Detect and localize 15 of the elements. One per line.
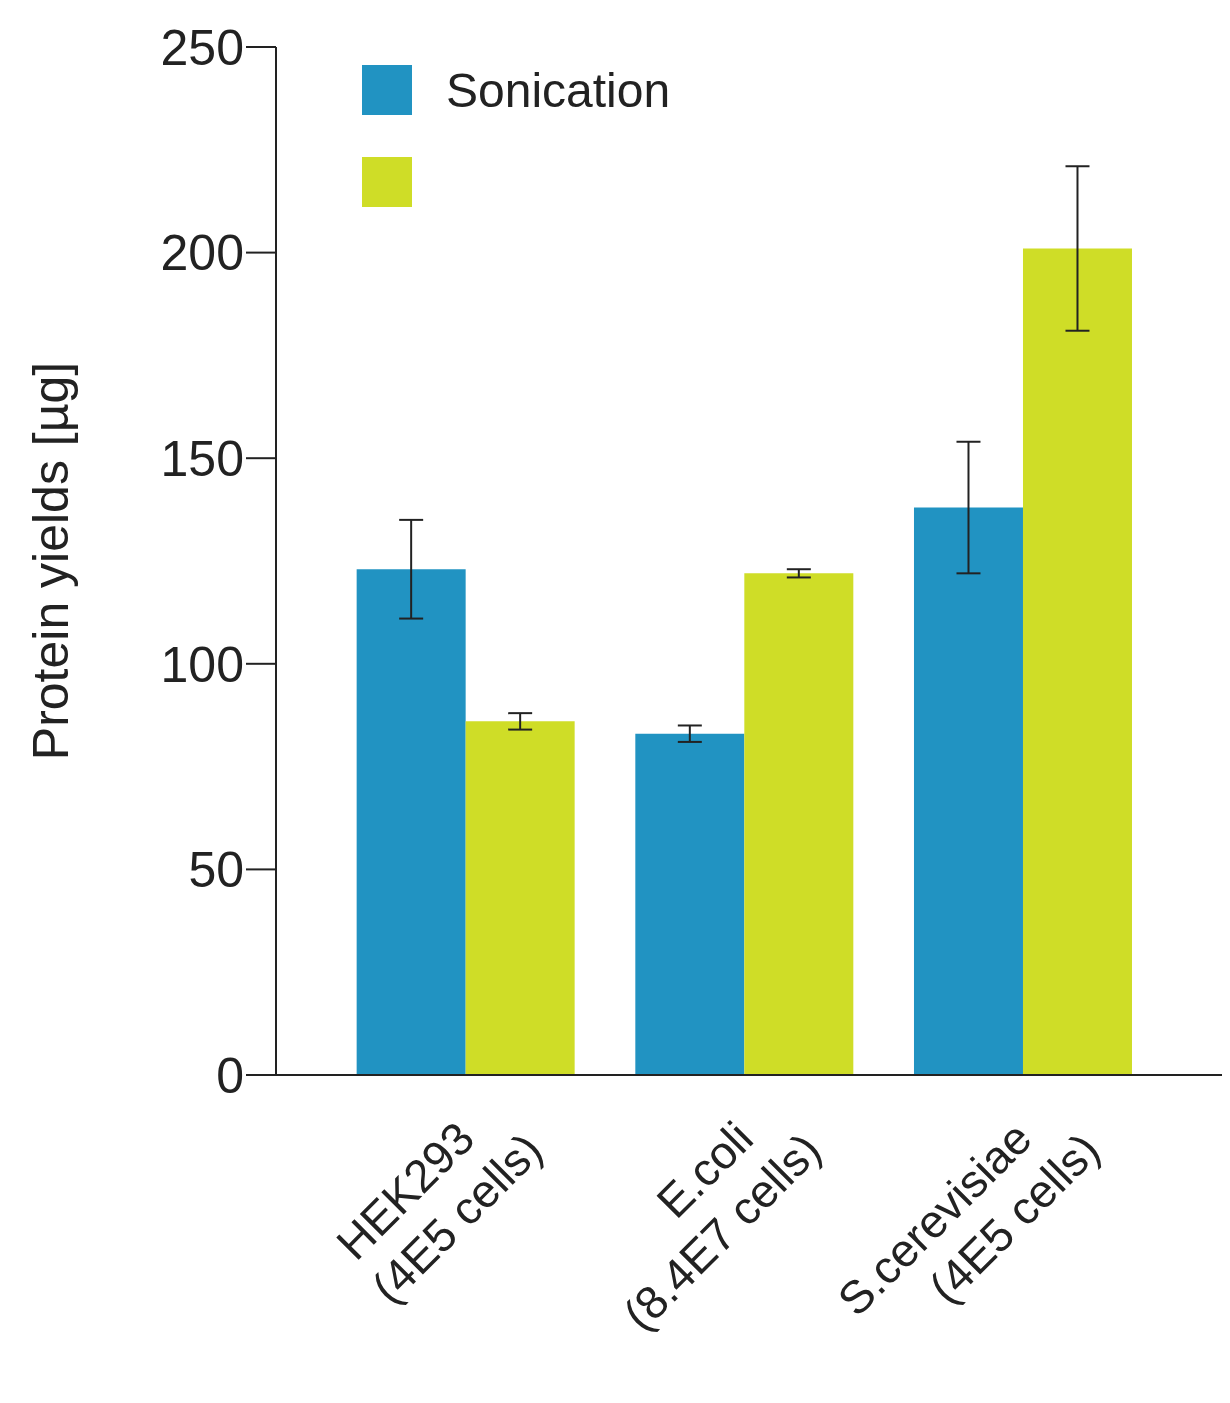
bar — [744, 573, 854, 1075]
y-tick-label: 0 — [216, 1047, 244, 1104]
bar — [465, 721, 575, 1075]
y-tick-label: 200 — [160, 225, 244, 282]
bar — [1022, 248, 1132, 1075]
y-tick-label: 250 — [160, 19, 244, 76]
bar — [635, 733, 745, 1075]
y-axis-title: Protein yields [µg] — [22, 361, 79, 761]
legend-label: Sonication — [446, 62, 671, 118]
y-tick-label: 100 — [160, 636, 244, 693]
bar — [913, 507, 1023, 1075]
y-tick-label: 50 — [188, 842, 244, 899]
bar — [356, 569, 466, 1075]
y-tick-label: 150 — [160, 430, 244, 487]
legend: Sonication — [362, 44, 671, 228]
